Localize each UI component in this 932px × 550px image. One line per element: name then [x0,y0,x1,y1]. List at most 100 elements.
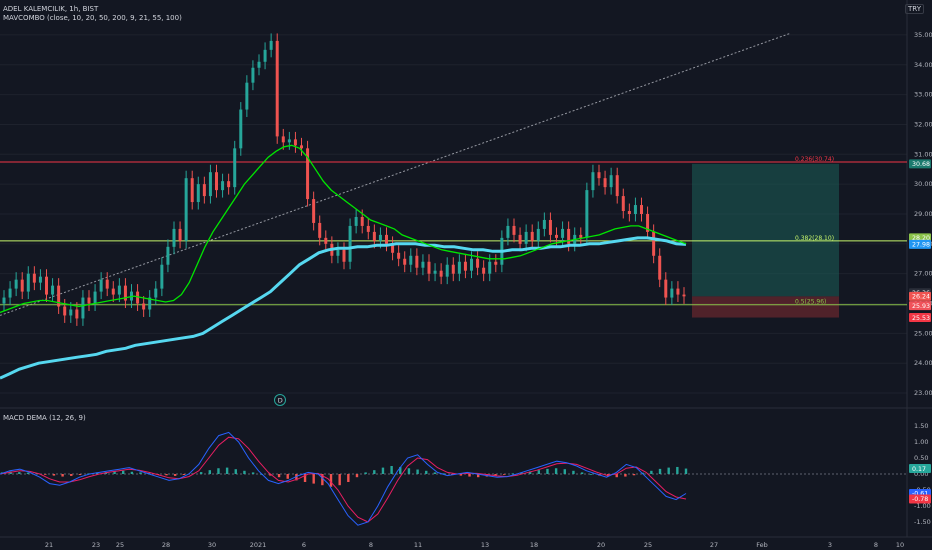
macd-indicator-label[interactable]: MACD DEMA (12, 26, 9) [3,414,86,422]
ma-indicator-label[interactable]: MAVCOMBO (close, 10, 20, 50, 200, 9, 21,… [3,14,182,22]
candle-body [445,264,449,277]
macd-histogram-bar [572,470,575,474]
candle-body [336,249,340,256]
candle-body [281,136,285,143]
macd-histogram-bar [312,474,315,484]
macd-histogram-bar [407,468,411,474]
macd-value-label: -0.61 [912,491,928,498]
candle-body [603,178,607,188]
time-tick-label: 25 [644,541,652,549]
candle-body [348,225,352,262]
macd-histogram-bar [520,472,523,474]
price-tick-label: 34.00 [914,61,932,69]
candle-body [451,264,455,274]
time-tick-label: 6 [302,541,306,549]
candle-body [621,196,625,212]
candle-body [421,261,425,268]
macd-histogram-bar [26,472,30,474]
price-label-box [909,301,931,311]
time-tick-label: 8 [369,541,373,549]
candle-body [366,225,370,232]
macd-histogram-bar [191,473,194,475]
macd-histogram-bar [528,471,532,474]
candle-body [640,205,643,214]
price-label: 27.98 [912,242,930,249]
candle-body [488,261,492,274]
macd-tick-label: -1.00 [914,502,931,510]
macd-value-box [909,494,931,504]
time-tick-label: 28 [162,541,170,549]
candle-body [166,246,170,265]
candle-body [433,270,437,274]
candle-body [38,276,42,283]
macd-histogram-bar [537,470,541,474]
candle-body [494,261,498,265]
candle-body [172,228,176,247]
macd-histogram-bar [70,474,73,476]
macd-histogram-bar [650,470,653,474]
candle-body [476,258,480,268]
macd-histogram-bar [277,474,281,478]
event-marker-label: D [278,397,283,405]
macd-histogram-bar [113,471,116,474]
candle-body [178,228,182,241]
price-tick-label: 31.00 [914,150,932,158]
candle-body [409,255,413,265]
candle-body [482,267,486,274]
price-label-box [909,313,931,323]
candle-body [439,270,443,277]
candle-body [45,276,48,295]
candle-body [670,288,674,298]
candle-body [561,228,565,238]
position-loss-zone [692,296,839,318]
macd-tick-label: 1.00 [914,438,928,446]
macd-histogram-bar [286,474,289,479]
candle-body [154,288,158,298]
candle-body [415,255,419,268]
candle-body [26,273,30,292]
candle-body [142,303,146,310]
time-tick-label: 25 [116,541,124,549]
candle-body [646,213,650,232]
dividend-event-marker[interactable] [274,394,286,406]
macd-histogram-bar [18,472,21,474]
fib-level-label: 0.382(28.10) [795,235,834,242]
time-tick-label: 13 [481,541,489,549]
candle-body [427,261,431,274]
candle-body [385,234,388,244]
macd-histogram-bar [78,474,82,475]
price-label: 25.53 [912,315,930,322]
candle-body [275,40,279,137]
macd-histogram-bar [477,474,480,478]
candle-body [682,294,686,297]
macd-histogram-bar [416,469,419,474]
currency-label[interactable]: TRY [905,4,924,14]
candle-body [2,297,6,304]
candle-body [221,181,225,191]
time-tick-label: 21 [45,541,53,549]
macd-histogram-bar [667,467,670,474]
macd-histogram-bar [364,472,367,474]
candle-body [372,231,376,241]
macd-histogram-bar [615,474,618,478]
macd-value-label: 0.17 [912,466,926,473]
candle-body [287,139,291,143]
candle-body [548,219,552,235]
macd-histogram-bar [468,474,471,477]
candle-body [239,109,243,149]
candle-body [20,279,24,292]
candle-body [184,178,188,241]
candle-body [136,291,140,304]
candle-body [57,285,61,307]
price-label: 25.93 [912,303,930,310]
candle-body [117,285,121,295]
candle-body [591,172,595,191]
candle-body [215,172,218,191]
candle-body [378,234,382,241]
candle-body [597,172,601,179]
price-label: 30.68 [912,161,930,168]
trend-line [0,32,791,316]
macd-histogram-bar [658,468,662,474]
candle-body [354,216,358,226]
